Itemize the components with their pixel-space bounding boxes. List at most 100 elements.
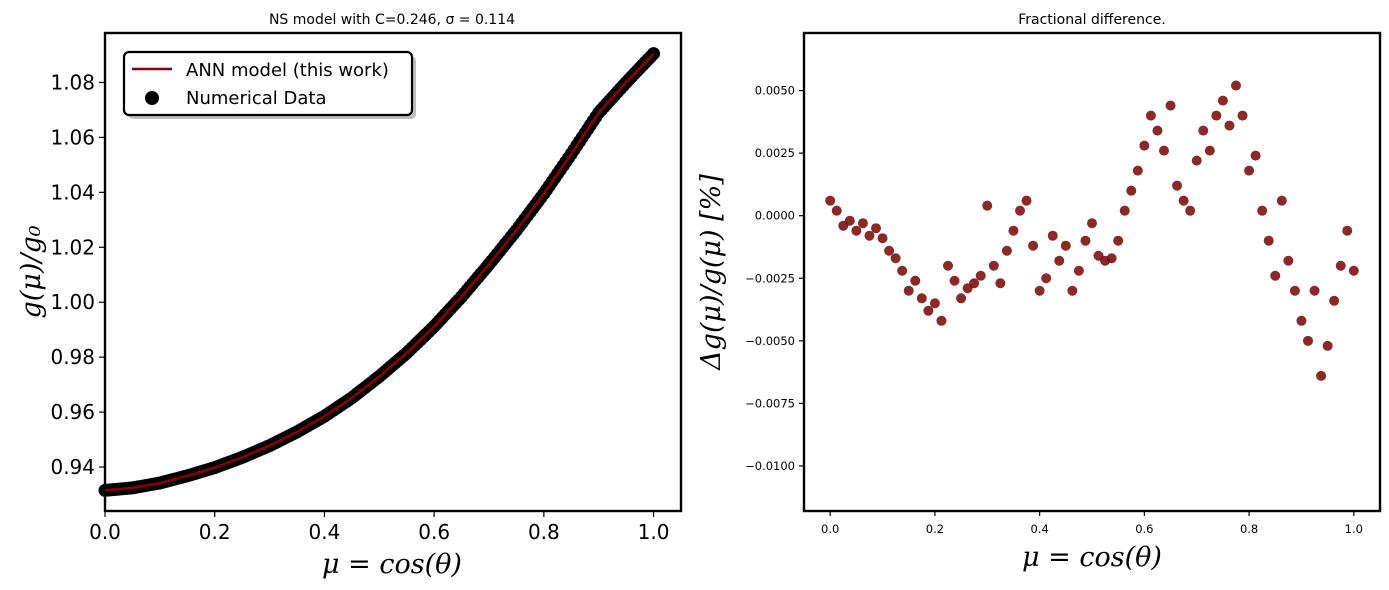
fractional-difference-point <box>1139 140 1150 151</box>
fractional-difference-point <box>1028 240 1039 251</box>
legend-box <box>122 50 414 117</box>
y-tick-label: 0.98 <box>50 345 95 369</box>
fractional-difference-point <box>1073 265 1084 276</box>
x-tick-label: 0.0 <box>89 520 121 544</box>
left-y-axis-label: g(μ)/g₀ <box>16 225 47 318</box>
fractional-difference-point <box>943 260 953 271</box>
fractional-difference-point <box>1087 218 1097 229</box>
left-y-ticks: 0.94 0.96 0.98 1.00 1.02 1.04 1.06 1.08 <box>50 70 105 479</box>
fractional-difference-point <box>1263 235 1274 246</box>
fractional-difference-point <box>1270 270 1281 281</box>
y-tick-label: 1.04 <box>50 180 95 204</box>
fractional-difference-point <box>1172 180 1183 191</box>
y-tick-label: 1.02 <box>50 235 95 259</box>
left-chart-title: NS model with C=0.246, σ = 0.114 <box>269 12 515 28</box>
fractional-difference-point <box>1132 165 1143 176</box>
y-tick-label: −0.0100 <box>745 459 795 473</box>
fractional-difference-point <box>903 285 914 296</box>
x-tick-label: 0.0 <box>821 522 839 536</box>
left-ann-model-line <box>104 52 655 492</box>
legend-label-data: Numerical Data <box>186 88 327 109</box>
fractional-difference-point <box>929 298 940 309</box>
x-tick-label: 0.2 <box>926 522 944 536</box>
y-tick-label: 1.08 <box>50 70 95 94</box>
fractional-difference-point <box>916 293 927 304</box>
right-x-axis-label: μ = cos(θ) <box>1022 542 1162 573</box>
fractional-difference-point <box>1309 285 1320 296</box>
x-tick-label: 0.4 <box>1030 522 1048 536</box>
y-tick-label: −0.0075 <box>745 396 795 410</box>
fractional-difference-point <box>825 195 836 206</box>
fractional-difference-point <box>1165 100 1176 111</box>
fractional-difference-point <box>1217 95 1228 106</box>
fractional-difference-point <box>1211 110 1222 121</box>
right-y-ticks: −0.0100 −0.0075 −0.0050 −0.0025 0.0000 0.0025… <box>745 84 804 473</box>
fractional-difference-point <box>969 278 980 289</box>
right-y-axis-label: Δg(μ)/g(μ) [%] <box>696 174 727 371</box>
y-tick-label: 0.96 <box>50 400 95 424</box>
fractional-difference-point <box>1289 285 1300 296</box>
fractional-difference-point <box>1204 145 1215 156</box>
right-chart-title: Fractional difference. <box>1018 12 1166 28</box>
fractional-difference-point <box>890 253 901 264</box>
right-x-ticks: 0.0 0.2 0.4 0.6 0.8 1.0 <box>821 511 1363 536</box>
right-plot-frame <box>802 31 1382 513</box>
fractional-difference-point <box>1335 260 1346 271</box>
y-tick-label: −0.0025 <box>745 271 795 285</box>
fractional-difference-point <box>1047 230 1058 241</box>
x-tick-label: 0.6 <box>1135 522 1153 536</box>
fractional-difference-point <box>1296 315 1307 326</box>
fractional-difference-point <box>1348 265 1359 276</box>
fractional-difference-point <box>1191 155 1202 166</box>
fractional-difference-point <box>1008 225 1019 236</box>
fractional-difference-point <box>1060 240 1071 251</box>
fractional-difference-point <box>857 218 868 229</box>
fractional-difference-point <box>1113 235 1124 246</box>
fractional-difference-point <box>1257 205 1268 216</box>
fractional-difference-point <box>949 275 960 286</box>
left-x-ticks: 0.0 0.2 0.4 0.6 0.8 1.0 <box>89 511 669 544</box>
fractional-difference-point <box>995 278 1006 289</box>
fractional-difference-point <box>1080 235 1091 246</box>
y-tick-label: 0.0000 <box>755 209 795 223</box>
fractional-difference-point <box>1145 110 1156 121</box>
fractional-difference-point <box>877 233 888 244</box>
fractional-difference-point <box>956 293 967 304</box>
fractional-difference-point <box>1322 340 1333 351</box>
x-tick-label: 0.4 <box>309 520 341 544</box>
fractional-difference-point <box>1067 285 1078 296</box>
fractional-difference-point <box>884 245 895 256</box>
fractional-difference-point <box>1185 205 1196 216</box>
fractional-difference-point <box>1041 273 1052 284</box>
fractional-difference-point <box>1015 205 1025 216</box>
y-tick-label: 0.94 <box>50 455 95 479</box>
fractional-difference-point <box>851 225 862 236</box>
x-tick-label: 1.0 <box>1345 522 1363 536</box>
fractional-difference-point <box>1329 295 1340 306</box>
fractional-difference-point <box>1250 150 1261 161</box>
fractional-difference-point <box>1178 195 1189 206</box>
fractional-difference-point <box>897 265 908 276</box>
left-panel: NS model with C=0.246, σ = 0.114 0.0 0.2 0… <box>16 12 683 580</box>
fractional-difference-point <box>975 270 986 281</box>
x-tick-label: 0.6 <box>418 520 450 544</box>
y-tick-label: −0.0050 <box>745 334 795 348</box>
fractional-difference-point <box>1159 145 1169 156</box>
fractional-difference-point <box>1231 80 1241 91</box>
legend-label-ann: ANN model (this work) <box>186 60 389 81</box>
fractional-difference-point <box>988 260 999 271</box>
fractional-difference-point <box>1224 120 1235 131</box>
fractional-difference-point <box>864 230 875 241</box>
fractional-difference-point <box>1126 185 1137 196</box>
fractional-difference-point <box>1054 255 1065 266</box>
right-fractional-difference-points <box>825 80 1359 381</box>
fractional-difference-point <box>844 215 855 226</box>
fractional-difference-point <box>1198 125 1209 136</box>
legend-dot-swatch <box>145 91 159 105</box>
fractional-difference-point <box>871 223 881 234</box>
fractional-difference-point <box>1001 245 1012 256</box>
fractional-difference-point <box>1119 205 1130 216</box>
y-tick-label: 0.0050 <box>755 84 795 98</box>
left-x-axis-label: μ = cos(θ) <box>322 549 462 580</box>
